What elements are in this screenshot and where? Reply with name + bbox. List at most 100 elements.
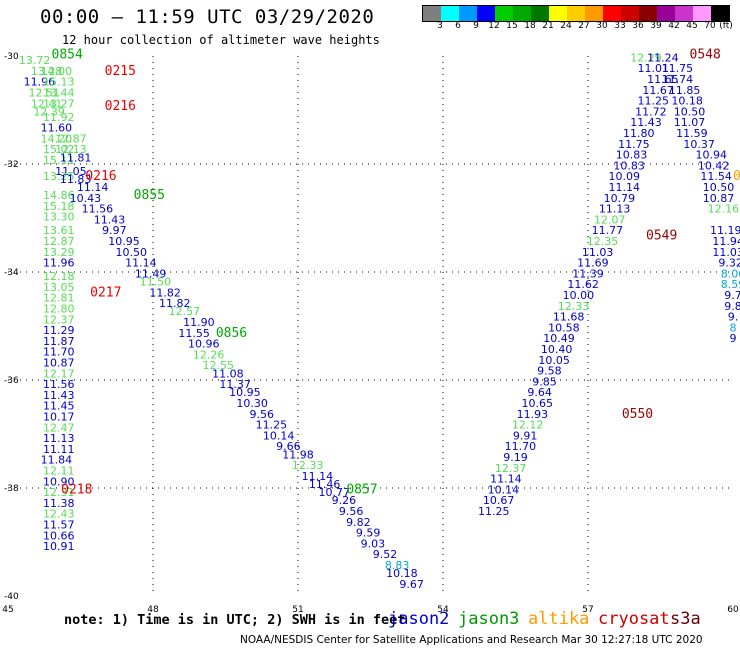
swh-data-label: 12.81 — [43, 292, 75, 305]
swh-data-label: 11.43 — [43, 389, 75, 402]
swh-data-label: 10.96 — [188, 338, 220, 351]
swh-data-label: 10.83 — [613, 159, 645, 172]
swh-data-label: 9.26 — [332, 494, 357, 507]
swh-data-label: 13.29 — [43, 246, 75, 259]
swh-data-label: 11.11 — [43, 443, 75, 456]
swh-data-label: 11.25 — [638, 95, 670, 108]
swh-data-label: 11.75 — [662, 62, 694, 75]
swh-data-label: 9.03 — [361, 537, 386, 550]
swh-data-label: 12.37 — [495, 462, 527, 475]
swh-data-label: 12.87 — [43, 235, 75, 248]
swh-data-label: 10.50 — [674, 105, 706, 118]
swh-data-label: 11.82 — [149, 286, 181, 299]
swh-data-label: 11.85 — [669, 84, 701, 97]
legend-label: 21 — [542, 21, 554, 31]
swh-data-label: 11.55 — [178, 327, 210, 340]
legend-swatch — [549, 6, 567, 21]
swh-data-label: 11.57 — [43, 519, 75, 532]
swh-data-label: 10.50 — [116, 246, 148, 259]
swh-data-label: 13.30 — [43, 211, 75, 224]
swh-data-label: 8 — [730, 321, 737, 334]
pass-time-label: 0857 — [346, 482, 377, 497]
swh-data-label: 10.14 — [488, 483, 520, 496]
swh-data-label: 11.03 — [712, 246, 740, 259]
swh-data-label: 12.26 — [193, 348, 225, 361]
swh-data-label: 9.82 — [346, 516, 371, 529]
legend-swatch — [459, 6, 477, 21]
legend-label: 36 — [632, 21, 644, 31]
swh-data-label: 11.75 — [618, 138, 650, 151]
swh-data-label: 12.18 — [43, 270, 75, 283]
pass-time-label: 0218 — [61, 482, 92, 497]
legend-label: 3 — [437, 21, 443, 31]
legend-label: 24 — [560, 21, 572, 31]
swh-data-label: 10.40 — [541, 343, 573, 356]
swh-data-label: 9.52 — [373, 548, 398, 561]
legend-label: 33 — [614, 21, 626, 31]
swh-data-label: 10.18 — [671, 95, 703, 108]
pass-time-label: 0549 — [646, 229, 677, 244]
swh-data-label: 9.91 — [513, 429, 538, 442]
legend-swatch — [657, 6, 675, 21]
header-title: 00:00 – 11:59 UTC 03/29/2020 — [40, 6, 375, 28]
legend-swatch — [495, 6, 513, 21]
satellite-name: jason2 — [388, 609, 450, 629]
swh-data-label: 11.13 — [43, 432, 75, 445]
swh-data-label: 12.41 — [31, 97, 63, 110]
color-legend — [422, 5, 730, 22]
swh-data-label: 11.68 — [553, 311, 585, 324]
satellite-name: altika — [528, 609, 590, 629]
swh-data-label: 11.72 — [635, 105, 667, 118]
swh-data-label: 10.67 — [483, 494, 515, 507]
swh-data-label: 13.25 — [43, 170, 75, 183]
swh-data-label: 10.17 — [43, 411, 75, 424]
swh-data-label: 11.45 — [43, 400, 75, 413]
swh-data-label: 11.13 — [599, 203, 631, 216]
swh-data-label: 9.59 — [356, 527, 381, 540]
swh-data-label: 11.56 — [43, 378, 75, 391]
swh-data-label: 11.92 — [43, 111, 75, 124]
legend-swatch — [567, 6, 585, 21]
swh-data-label: 13.28 — [31, 65, 63, 78]
legend-swatch — [513, 6, 531, 21]
swh-data-label: 12.33 — [558, 300, 590, 313]
credit-line: NOAA/NESDIS Center for Satellite Applica… — [240, 634, 703, 646]
swh-data-label: 11.93 — [517, 408, 549, 421]
y-tick-label: -40 — [4, 592, 19, 602]
swh-data-label: 10.09 — [609, 170, 641, 183]
swh-data-label: 9.7 — [724, 289, 740, 302]
pass-time-label: 0216 — [85, 169, 116, 184]
legend-swatch — [711, 6, 729, 21]
swh-data-label: 11.59 — [676, 127, 708, 140]
swh-data-label: 12.37 — [43, 313, 75, 326]
legend-swatch — [423, 6, 441, 21]
legend-swatch — [693, 6, 711, 21]
swh-data-label: 11.03 — [582, 246, 614, 259]
swh-data-label: 9.67 — [399, 578, 424, 591]
swh-data-label: 10.30 — [236, 397, 268, 410]
legend-label: 45 — [686, 21, 698, 31]
legend-label: 27 — [578, 21, 590, 31]
swh-data-label: 11.96 — [43, 257, 75, 270]
swh-data-label: 11.49 — [135, 267, 167, 280]
x-tick-label: 54 — [437, 605, 449, 615]
swh-data-label: 12.47 — [43, 421, 75, 434]
legend-label: 18 — [524, 21, 536, 31]
y-tick-label: -30 — [4, 52, 19, 62]
swh-data-label: 10.05 — [538, 354, 570, 367]
swh-data-label: 10.43 — [70, 192, 102, 205]
swh-data-label: 10.90 — [43, 475, 75, 488]
swh-data-label: 11.14 — [609, 181, 641, 194]
swh-data-label: 10.14 — [263, 429, 295, 442]
swh-data-label: 8.06 — [721, 267, 740, 280]
pass-time-label: 0217 — [90, 285, 121, 300]
swh-data-label: 11.01 — [638, 62, 670, 75]
satellite-name: s3a — [670, 609, 701, 629]
header-subtitle: 12 hour collection of altimeter wave hei… — [62, 33, 380, 47]
swh-data-label: 10.18 — [386, 567, 418, 580]
swh-data-label: 11.46 — [309, 478, 341, 491]
swh-data-label: 10.79 — [604, 192, 636, 205]
swh-data-label: 11.74 — [662, 73, 694, 86]
swh-data-label: 15.02 — [43, 143, 75, 156]
